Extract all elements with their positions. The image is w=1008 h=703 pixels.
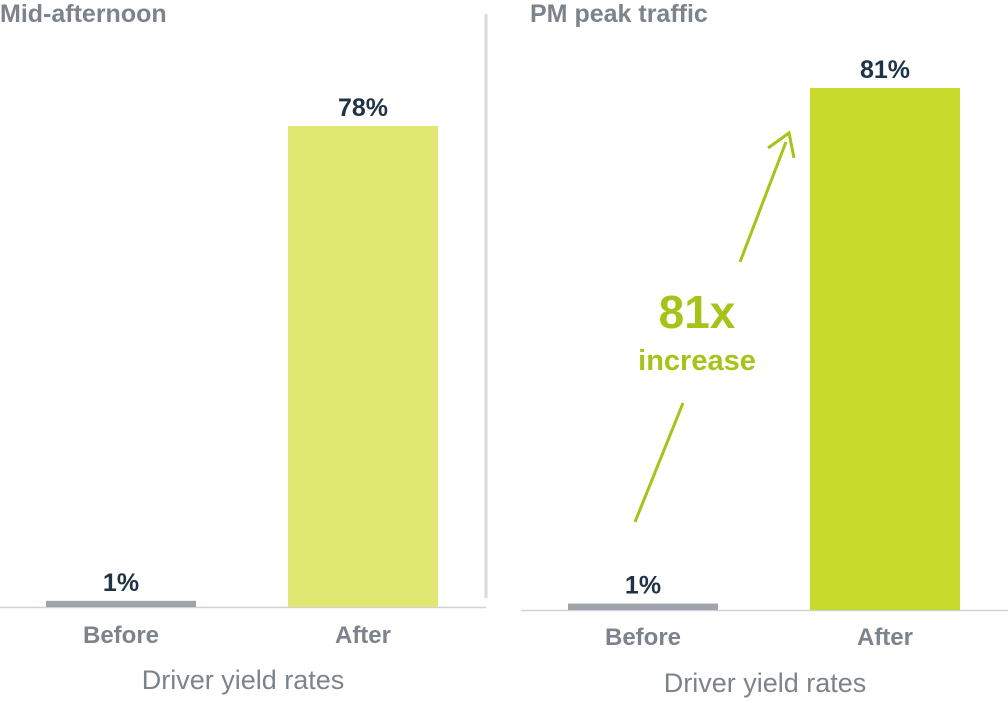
- bar-before: [46, 600, 196, 607]
- annotation-text: increase: [638, 345, 756, 377]
- bar-after: [288, 126, 438, 607]
- increase-arrow-line-lower: [633, 402, 685, 523]
- chart-title: Mid-afternoon: [0, 0, 167, 28]
- category-label: Before: [605, 624, 681, 651]
- category-label: Before: [83, 622, 159, 649]
- data-label: 81%: [860, 56, 910, 84]
- bar-before: [568, 603, 718, 610]
- x-axis-label: Driver yield rates: [142, 665, 345, 695]
- data-label: 78%: [338, 94, 388, 122]
- increase-arrowhead-icon: [767, 130, 796, 159]
- bar-after: [810, 88, 960, 610]
- increase-arrow-line-upper: [738, 141, 788, 263]
- category-label: After: [857, 624, 913, 651]
- data-label: 1%: [103, 569, 139, 597]
- annotation-value: 81x: [659, 286, 736, 338]
- x-axis-label: Driver yield rates: [664, 668, 867, 698]
- chart-title: PM peak traffic: [530, 0, 708, 28]
- category-label: After: [335, 622, 391, 649]
- data-label: 1%: [625, 572, 661, 600]
